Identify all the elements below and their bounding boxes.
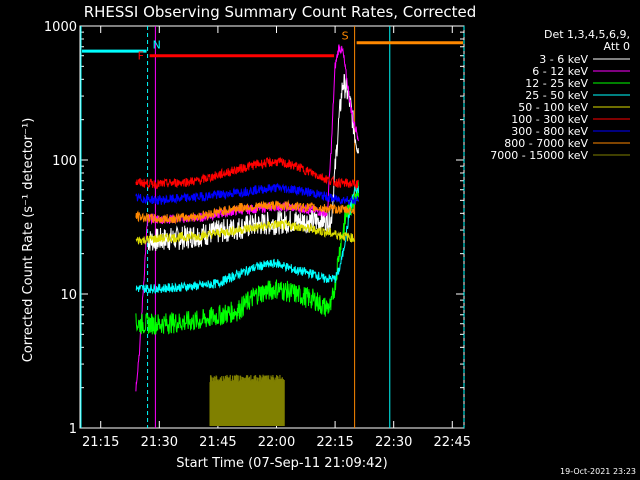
legend-label: 7000 - 15000 keV: [490, 149, 588, 162]
x-tick-label: 22:15: [316, 435, 353, 450]
flag-label: S: [342, 30, 349, 43]
x-tick-label: 21:30: [141, 435, 178, 450]
x-axis-label: Start Time (07-Sep-11 21:09:42): [176, 456, 387, 471]
series-line-2: [135, 180, 359, 336]
legend-label: 50 - 100 keV: [518, 101, 588, 114]
y-tick-label: 100: [52, 154, 77, 169]
y-tick-label: 1: [69, 422, 77, 437]
x-tick-label: 22:00: [258, 435, 295, 450]
y-axis-label: Corrected Count Rate (s⁻¹ detector⁻¹): [21, 118, 36, 363]
legend-label: 12 - 25 keV: [525, 77, 588, 90]
legend-label: 300 - 800 keV: [511, 125, 588, 138]
chart-title: RHESSI Observing Summary Count Rates, Co…: [84, 3, 477, 21]
series-line-4: [135, 218, 356, 246]
series-line-0: [147, 73, 359, 251]
legend-label: 3 - 6 keV: [539, 53, 588, 66]
legend-label: 100 - 300 keV: [511, 113, 588, 126]
y-tick-label: 1000: [44, 20, 77, 35]
y-tick-label: 10: [60, 288, 77, 303]
series-line-5: [135, 156, 359, 191]
time-markers: [80, 26, 465, 428]
legend-header-line1: Det 1,3,4,5,6,9,: [544, 28, 630, 41]
legend-header-line2: Att 0: [604, 40, 630, 53]
x-tick-label: 21:45: [199, 435, 236, 450]
legend-label: 800 - 7000 keV: [504, 137, 588, 150]
plot-frame: [79, 25, 465, 429]
footer-timestamp: 19-Oct-2021 23:23: [560, 467, 636, 476]
plot-area: 21:15 21:30 21:45 22:00 22:15 22:30 22:45 1 10 10…: [44, 20, 471, 450]
series-line-7: [135, 199, 356, 225]
flag-bars: NF S: [82, 30, 463, 63]
axis-ticks: 21:15 21:30 21:45 22:00 22:15 22:30 22:45 1 10 10…: [44, 20, 471, 450]
x-tick-label: 22:30: [375, 435, 412, 450]
series-lines: [135, 44, 359, 426]
legend-label: 6 - 12 keV: [532, 65, 588, 78]
flag-label: F: [138, 50, 144, 63]
series-line-3: [135, 184, 359, 295]
x-tick-label: 21:15: [82, 435, 119, 450]
series-line-6: [135, 182, 359, 206]
legend-label: 25 - 50 keV: [525, 89, 588, 102]
flag-label: N: [153, 38, 161, 51]
x-tick-label: 22:45: [434, 435, 471, 450]
